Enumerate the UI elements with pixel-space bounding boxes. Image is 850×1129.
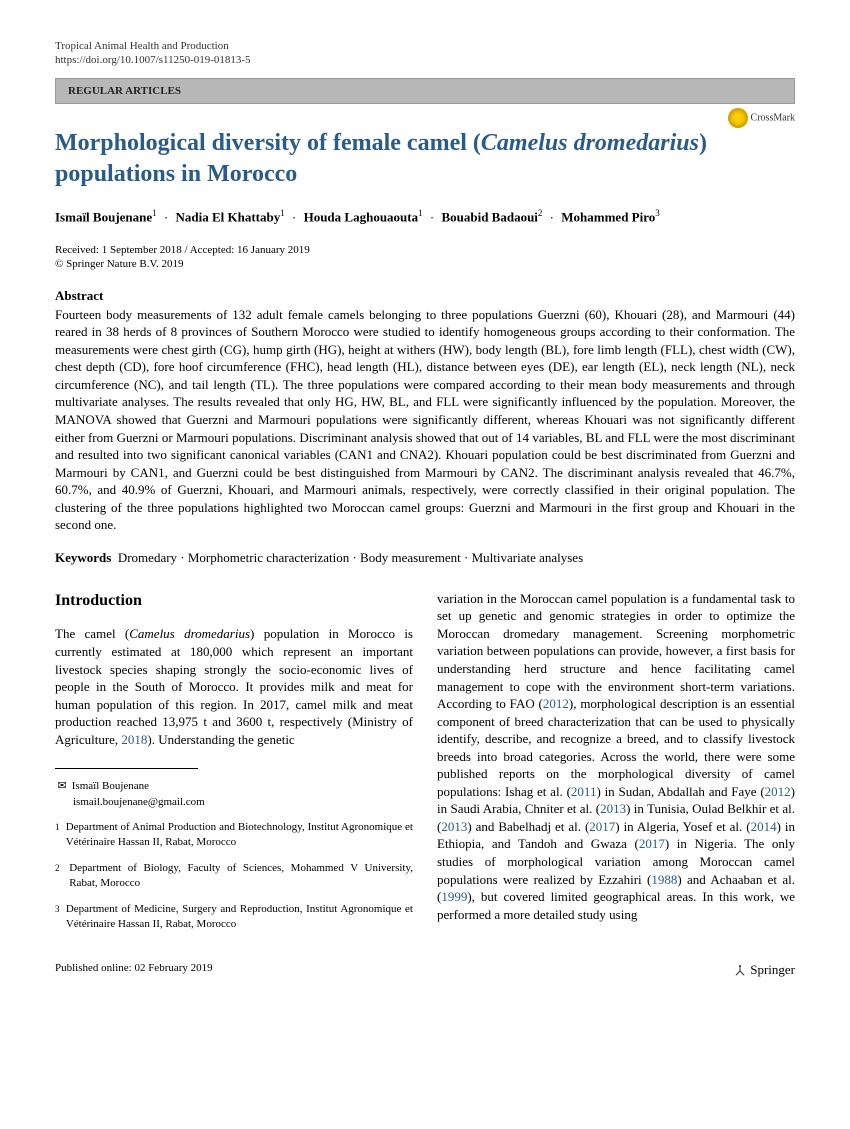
publisher-logo: Springer <box>733 962 795 978</box>
crossmark-text: CrossMark <box>751 112 795 123</box>
author: Mohammed Piro <box>561 210 655 225</box>
intro-heading: Introduction <box>55 590 413 612</box>
affiliation: 2 Department of Biology, Faculty of Scie… <box>55 861 413 892</box>
citation-link[interactable]: 1999 <box>441 889 467 904</box>
citation-link[interactable]: 1988 <box>651 872 677 887</box>
citation-link[interactable]: 2013 <box>441 819 467 834</box>
left-column: Introduction The camel (Camelus dromedar… <box>55 590 413 933</box>
body-columns: Introduction The camel (Camelus dromedar… <box>55 590 795 933</box>
article-title: Morphological diversity of female camel … <box>55 128 795 190</box>
corresponding-email: ismail.boujenane@gmail.com <box>73 796 205 808</box>
intro-paragraph-cont: variation in the Moroccan camel populati… <box>437 590 795 923</box>
mail-icon: ✉ <box>55 779 69 794</box>
citation-link[interactable]: 2011 <box>571 784 597 799</box>
citation-link[interactable]: 2018 <box>121 732 147 747</box>
divider <box>55 768 198 769</box>
citation-link[interactable]: 2012 <box>765 784 791 799</box>
section-label: REGULAR ARTICLES <box>55 78 795 104</box>
author: Bouabid Badaoui <box>441 210 537 225</box>
doi: https://doi.org/10.1007/s11250-019-01813… <box>55 54 795 66</box>
right-column: variation in the Moroccan camel populati… <box>437 590 795 933</box>
journal-name: Tropical Animal Health and Production <box>55 40 795 52</box>
citation-link[interactable]: 2012 <box>543 696 569 711</box>
citation-link[interactable]: 2013 <box>600 801 626 816</box>
keywords: Keywords Dromedary · Morphometric charac… <box>55 550 795 566</box>
citation-link[interactable]: 2014 <box>751 819 777 834</box>
crossmark-icon <box>728 108 748 128</box>
citation-link[interactable]: 2017 <box>589 819 615 834</box>
intro-paragraph: The camel (Camelus dromedarius) populati… <box>55 625 413 748</box>
corresponding-author: ✉ Ismaïl Boujenane ismail.boujenane@gmai… <box>55 779 413 810</box>
article-dates: Received: 1 September 2018 / Accepted: 1… <box>55 244 795 256</box>
crossmark-badge[interactable]: CrossMark <box>728 108 795 128</box>
page-container: Tropical Animal Health and Production ht… <box>0 0 850 1008</box>
author: Houda Laghouaouta <box>304 210 419 225</box>
affiliation: 1 Department of Animal Production and Bi… <box>55 820 413 851</box>
author: Nadia El Khattaby <box>176 210 281 225</box>
published-online: Published online: 02 February 2019 <box>55 962 213 978</box>
author: Ismaïl Boujenane <box>55 210 152 225</box>
copyright: © Springer Nature B.V. 2019 <box>55 258 795 270</box>
author-list: Ismaïl Boujenane1 · Nadia El Khattaby1 ·… <box>55 208 795 225</box>
springer-icon <box>733 964 747 978</box>
abstract-heading: Abstract <box>55 288 795 304</box>
affiliation: 3 Department of Medicine, Surgery and Re… <box>55 902 413 933</box>
abstract-text: Fourteen body measurements of 132 adult … <box>55 306 795 534</box>
page-footer: Published online: 02 February 2019 Sprin… <box>55 962 795 978</box>
citation-link[interactable]: 2017 <box>639 836 665 851</box>
